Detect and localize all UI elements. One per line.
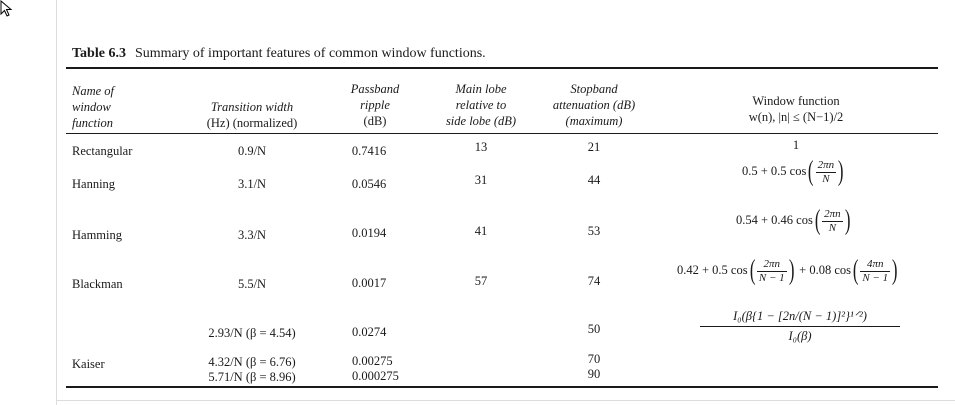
- row-rectangular-transition: 0.9/N: [237, 144, 267, 158]
- formula-fraction: 2πn N: [822, 208, 843, 235]
- formula-lead: 0.42 + 0.5 cos: [677, 262, 748, 277]
- row-hanning-formula: 0.5 + 0.5 cos(2πn N): [742, 158, 846, 186]
- viewer-frame-left: [56, 0, 57, 405]
- table-header-rule: [66, 133, 938, 134]
- row-hamming-name: Hamming: [72, 228, 122, 242]
- row-hamming-stopband: 53: [587, 224, 601, 238]
- fraction-denominator: I₀(β): [788, 329, 812, 343]
- header-stopband-line: (maximum): [565, 114, 623, 128]
- row-kaiser-ripple-2: 0.00275: [352, 354, 393, 368]
- paren-close: ): [788, 255, 795, 286]
- header-transition-line: (Hz) (normalized): [206, 116, 298, 130]
- header-window-function: Window function w(n), |n| ≤ (N−1)/2: [749, 93, 844, 125]
- viewer-frame-bottom: [56, 400, 955, 401]
- row-blackman-formula: 0.42 + 0.5 cos(2πn N − 1) + 0.08 cos(4πn N…: [677, 257, 899, 285]
- fraction-numerator: I₀(β{1 − [2n/(N − 1)]²}¹ᐟ²): [700, 308, 900, 327]
- header-main-lobe: Main lobe relative to side lobe (dB): [446, 81, 516, 129]
- row-kaiser-name: Kaiser: [72, 357, 105, 371]
- row-blackman-ripple: 0.0017: [351, 276, 387, 290]
- row-hanning-mainlobe: 31: [474, 173, 488, 187]
- table-top-rule: [66, 67, 938, 69]
- formula-fraction: 2πn N − 1: [756, 258, 787, 285]
- paren-open: (: [814, 205, 821, 236]
- header-mainlobe-line: Main lobe: [455, 82, 507, 96]
- row-blackman-mainlobe: 57: [474, 274, 488, 288]
- row-kaiser-transition-1: 2.93/N (β = 4.54): [208, 326, 296, 340]
- row-kaiser-stopband-1: 50: [587, 322, 601, 336]
- table-number: Table 6.3: [72, 46, 126, 61]
- table-caption: Table 6.3 Summary of important features o…: [72, 46, 486, 62]
- row-hanning-transition: 3.1/N: [237, 177, 267, 191]
- row-hanning-ripple: 0.0546: [351, 177, 387, 191]
- paren-open: (: [808, 156, 814, 187]
- header-ripple-line: ripple: [360, 98, 390, 112]
- row-kaiser-stopband-3: 90: [587, 367, 601, 381]
- row-rectangular-stopband: 21: [587, 140, 601, 154]
- row-hanning-name: Hanning: [72, 177, 116, 191]
- row-hamming-mainlobe: 41: [474, 224, 488, 238]
- row-rectangular-ripple: 0.7416: [351, 144, 387, 158]
- table-bottom-rule: [66, 386, 938, 388]
- fraction-numerator: 4πn: [860, 258, 891, 272]
- formula-mid: + 0.08 cos: [799, 262, 851, 277]
- row-hamming-formula: 0.54 + 0.46 cos(2πn N): [736, 207, 852, 235]
- row-blackman-name: Blackman: [72, 277, 123, 291]
- paren-close: ): [838, 156, 844, 187]
- paren-close: ): [844, 205, 851, 236]
- formula-fraction: 4πn N − 1: [860, 258, 891, 285]
- row-kaiser-ripple-3: 0.000275: [352, 369, 399, 383]
- header-name-line: Name of: [72, 84, 115, 98]
- table-title: Summary of important features of common …: [134, 46, 486, 61]
- header-transition-width: Transition width (Hz) (normalized): [207, 99, 298, 131]
- header-stopband-line: attenuation (dB): [552, 98, 636, 112]
- header-transition-line: Transition width: [210, 100, 294, 114]
- header-stopband-line: Stopband: [570, 82, 618, 96]
- paren-open: (: [749, 255, 756, 286]
- row-hamming-ripple: 0.0194: [351, 226, 387, 240]
- header-name-line: function: [72, 116, 113, 130]
- formula-lead: 0.54 + 0.46 cos: [736, 212, 813, 227]
- row-hanning-stopband: 44: [587, 173, 601, 187]
- row-kaiser-formula: I₀(β{1 − [2n/(N − 1)]²}¹ᐟ²) I₀(β): [700, 308, 900, 344]
- fraction-denominator: N: [822, 172, 830, 185]
- paren-open: (: [852, 255, 859, 286]
- header-window-line: w(n), |n| ≤ (N−1)/2: [748, 110, 844, 124]
- row-kaiser-stopband-2: 70: [587, 352, 601, 366]
- row-kaiser-ripple-1: 0.0274: [352, 325, 387, 339]
- fraction-denominator: N − 1: [862, 271, 889, 284]
- row-blackman-transition: 5.5/N: [237, 277, 267, 291]
- header-window-line: Window function: [752, 94, 840, 108]
- mouse-pointer-icon: [0, 0, 13, 17]
- header-stopband-attenuation: Stopband attenuation (dB) (maximum): [553, 81, 635, 129]
- formula-fraction: 2πn N: [815, 158, 837, 186]
- fraction-numerator: 2πn: [822, 207, 843, 222]
- header-ripple-line: Passband: [350, 82, 400, 96]
- header-name-line: window: [72, 100, 111, 114]
- row-hamming-transition: 3.3/N: [237, 228, 267, 242]
- row-rectangular-mainlobe: 13: [474, 140, 488, 154]
- row-blackman-stopband: 74: [587, 274, 601, 288]
- header-passband-ripple: Passband ripple (dB): [351, 81, 400, 129]
- row-kaiser-transition-2: 4.32/N (β = 6.76): [208, 355, 296, 369]
- fraction-denominator: N − 1: [758, 271, 785, 284]
- formula-lead: 0.5 + 0.5 cos: [742, 163, 807, 178]
- header-name: Name of window function: [72, 83, 114, 131]
- row-rectangular-window: 1: [792, 138, 800, 152]
- row-kaiser-transition-3: 5.71/N (β = 8.96): [208, 370, 296, 384]
- header-ripple-line: (dB): [363, 114, 387, 128]
- header-mainlobe-line: relative to: [455, 98, 507, 112]
- fraction-numerator: 2πn: [815, 158, 837, 173]
- fraction-numerator: 2πn: [756, 258, 787, 272]
- fraction-denominator: N: [828, 221, 837, 234]
- header-mainlobe-line: side lobe (dB): [445, 114, 517, 128]
- row-rectangular-name: Rectangular: [72, 144, 133, 158]
- paren-close: ): [891, 255, 898, 286]
